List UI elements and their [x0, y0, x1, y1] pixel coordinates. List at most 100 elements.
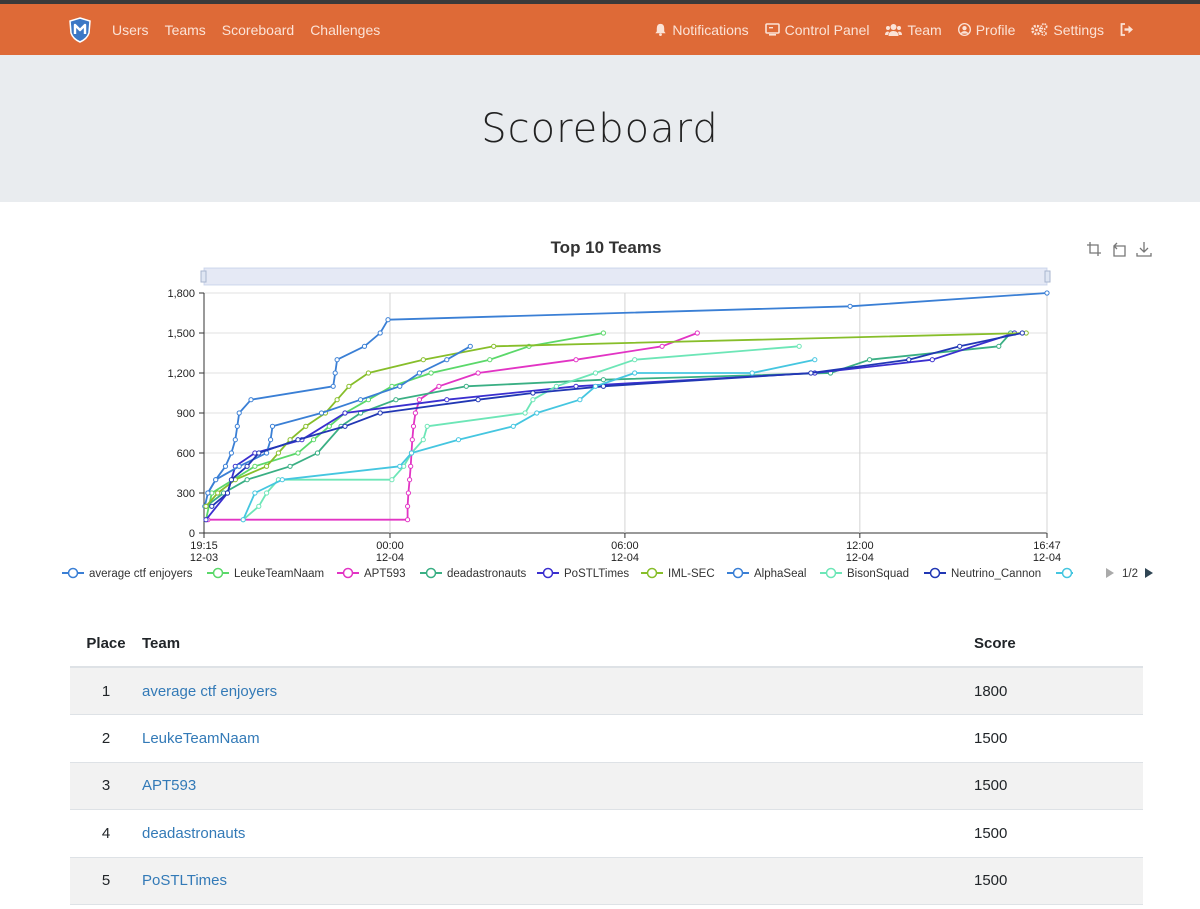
legend-item[interactable]: deadastronauts: [447, 568, 527, 580]
series-line[interactable]: [205, 332, 1027, 507]
data-point[interactable]: [632, 370, 638, 376]
data-point[interactable]: [236, 410, 242, 416]
zoom-reset-icon[interactable]: [1113, 242, 1126, 257]
data-point[interactable]: [236, 463, 242, 469]
data-point[interactable]: [694, 330, 700, 336]
data-point[interactable]: [228, 450, 234, 456]
data-point[interactable]: [385, 317, 391, 323]
data-point[interactable]: [397, 383, 403, 389]
data-point[interactable]: [487, 357, 493, 363]
nav-notifications[interactable]: Notifications: [654, 22, 749, 38]
data-point[interactable]: [424, 423, 430, 429]
data-point[interactable]: [346, 383, 352, 389]
data-point[interactable]: [405, 490, 411, 496]
data-point[interactable]: [553, 383, 560, 389]
data-point[interactable]: [240, 517, 246, 523]
data-point[interactable]: [405, 503, 411, 509]
legend-marker[interactable]: [929, 567, 941, 579]
legend-item[interactable]: PoSTLTimes: [564, 568, 629, 580]
data-point[interactable]: [287, 463, 293, 469]
data-point[interactable]: [573, 357, 579, 363]
data-point[interactable]: [205, 490, 211, 496]
data-point[interactable]: [334, 357, 340, 363]
data-point[interactable]: [407, 477, 413, 483]
legend-next-icon[interactable]: [1145, 568, 1153, 578]
series-line[interactable]: [207, 345, 471, 494]
data-point[interactable]: [463, 383, 469, 389]
data-point[interactable]: [996, 343, 1002, 349]
data-point[interactable]: [311, 437, 317, 443]
data-point[interactable]: [377, 410, 383, 416]
legend-item[interactable]: APT593: [364, 568, 406, 580]
data-point[interactable]: [234, 423, 240, 429]
data-point[interactable]: [256, 450, 262, 456]
data-point[interactable]: [334, 397, 340, 403]
zoom-handle-left[interactable]: [200, 270, 207, 283]
data-point[interactable]: [412, 410, 418, 416]
data-point[interactable]: [244, 477, 250, 483]
data-point[interactable]: [929, 357, 935, 363]
legend-item[interactable]: LeukeTeamNaam: [234, 568, 324, 580]
data-point[interactable]: [377, 330, 383, 336]
data-point[interactable]: [410, 423, 417, 429]
data-point[interactable]: [264, 463, 270, 469]
data-point[interactable]: [314, 450, 321, 456]
data-point[interactable]: [796, 343, 802, 349]
data-point[interactable]: [577, 397, 583, 403]
data-point[interactable]: [389, 477, 395, 483]
series-line[interactable]: [205, 332, 1012, 508]
data-point[interactable]: [408, 450, 415, 456]
nav-profile[interactable]: Profile: [957, 22, 1015, 38]
download-icon[interactable]: [1136, 242, 1152, 257]
nav-team[interactable]: Team: [885, 22, 942, 38]
team-link[interactable]: average ctf enjoyers: [142, 682, 278, 700]
team-link[interactable]: deadastronauts: [142, 824, 246, 842]
data-point[interactable]: [215, 490, 221, 496]
data-point[interactable]: [326, 423, 332, 429]
data-point[interactable]: [269, 423, 276, 429]
data-point[interactable]: [409, 437, 415, 443]
legend-marker[interactable]: [542, 567, 554, 579]
data-point[interactable]: [475, 370, 481, 376]
data-point[interactable]: [213, 477, 219, 483]
data-point[interactable]: [275, 450, 281, 456]
data-point[interactable]: [475, 397, 481, 403]
data-point[interactable]: [224, 490, 231, 496]
data-point[interactable]: [264, 490, 270, 496]
zoom-icon[interactable]: [1087, 242, 1101, 256]
nav-control-panel[interactable]: Control Panel: [764, 22, 869, 38]
data-point[interactable]: [573, 383, 579, 389]
data-point[interactable]: [332, 370, 338, 376]
data-point[interactable]: [455, 437, 462, 443]
data-point[interactable]: [256, 503, 262, 509]
legend-item[interactable]: IML-SEC: [668, 568, 715, 580]
data-point[interactable]: [408, 463, 414, 469]
zoom-handle-right[interactable]: [1044, 270, 1051, 283]
data-point[interactable]: [659, 343, 665, 349]
legend-prev-icon[interactable]: [1106, 568, 1114, 578]
data-point[interactable]: [444, 397, 450, 403]
data-point[interactable]: [330, 383, 336, 389]
data-point[interactable]: [232, 437, 238, 443]
nav-challenges[interactable]: Challenges: [310, 21, 381, 38]
data-point[interactable]: [416, 397, 422, 403]
data-point[interactable]: [957, 343, 963, 349]
data-point[interactable]: [393, 397, 399, 403]
data-point[interactable]: [420, 437, 426, 443]
zoom-slider-window[interactable]: [204, 268, 1047, 285]
nav-users[interactable]: Users: [112, 21, 149, 38]
nav-teams[interactable]: Teams: [164, 21, 206, 38]
data-point[interactable]: [534, 410, 540, 416]
brand-logo[interactable]: [68, 16, 92, 44]
data-point[interactable]: [1019, 330, 1025, 336]
team-link[interactable]: PoSTLTimes: [142, 872, 228, 890]
legend-marker[interactable]: [646, 567, 658, 579]
data-point[interactable]: [268, 437, 274, 443]
data-point[interactable]: [248, 397, 254, 403]
data-point[interactable]: [867, 357, 873, 363]
data-point[interactable]: [342, 423, 348, 429]
data-point[interactable]: [420, 357, 426, 363]
data-point[interactable]: [222, 463, 229, 469]
legend-marker[interactable]: [67, 567, 79, 579]
data-point[interactable]: [847, 303, 853, 309]
